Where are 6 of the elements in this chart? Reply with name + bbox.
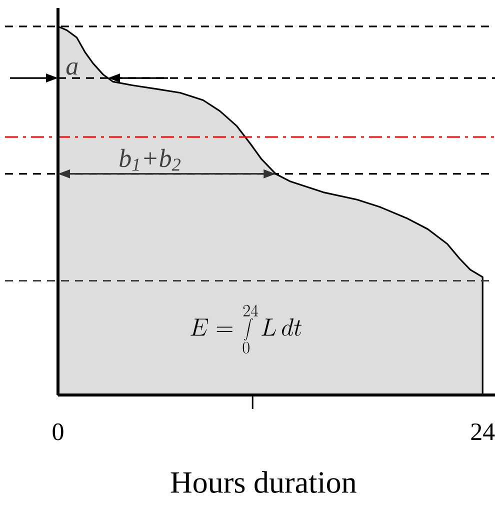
annotation: a [66,62,78,75]
x-tick-label: 24 [471,423,495,440]
annotation: b$_{1}$+b$_{2}$ [120,148,180,171]
x-tick-label: 0 [52,423,64,440]
x-axis-title: Hours duration [170,471,356,493]
annotation: $E=\int\limits_{0}^{24}L\,dt$ [190,304,302,354]
